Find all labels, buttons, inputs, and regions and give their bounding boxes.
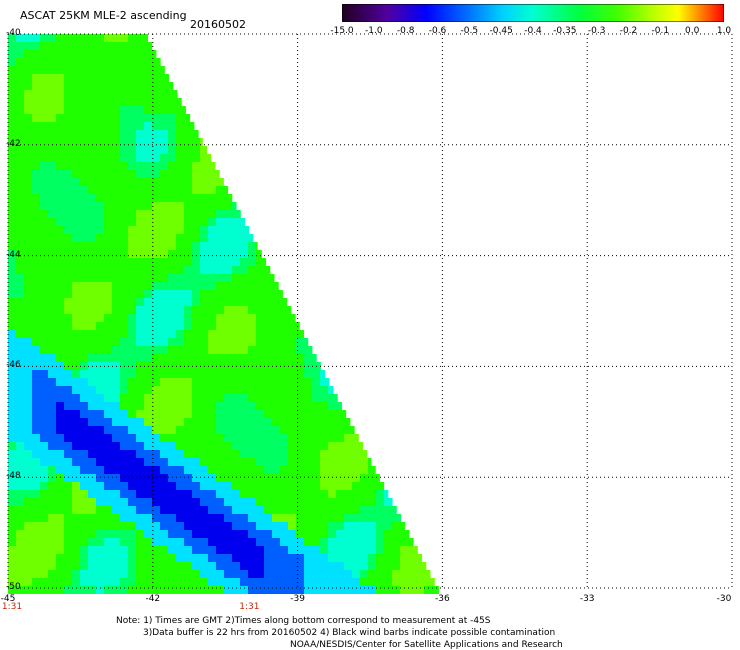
colorbar-tick-label: -0.1: [651, 26, 670, 36]
colorbar-tick-label: -0.8: [396, 26, 415, 36]
latitude-label: -46: [6, 360, 21, 371]
colorbar-tick-label: -0.2: [619, 26, 638, 36]
colorbar-tick-label: -0.35: [553, 26, 577, 36]
colorbar-tick-label: 1.0: [716, 26, 732, 36]
latitude-label: -50: [6, 582, 21, 592]
colorbar-tick-label: -1.0: [365, 26, 383, 36]
colorbar-tick-label: -0.3: [587, 26, 606, 36]
longitude-label: -30: [716, 594, 732, 604]
note-line-2: 3)Data buffer is 22 hrs from 20160502 4)…: [143, 628, 556, 638]
colorbar-tick-label: -0.6: [428, 26, 447, 36]
longitude-label: -36: [435, 594, 450, 604]
colorbar-tick-label: -0.5: [460, 26, 479, 36]
latitude-label: -44: [6, 249, 21, 260]
note-line-3: NOAA/NESDIS/Center for Satellite Applica…: [290, 640, 563, 650]
time-label: 1:31: [1, 602, 23, 612]
time-label: 1:31: [239, 602, 260, 612]
longitude-label: -39: [290, 594, 305, 604]
longitude-label: -45: [0, 594, 16, 604]
colorbar-tick-label: -0.4: [524, 26, 542, 36]
longitude-label: -33: [579, 594, 595, 604]
note-line-1: Note: 1) Times are GMT 2)Times along bot…: [116, 616, 491, 626]
colorbar-gradient: [342, 4, 724, 22]
wind-swath: [8, 34, 439, 594]
lat-lon-grid: [7, 33, 733, 589]
latitude-label: -40: [6, 28, 21, 38]
map-title: ASCAT 25KM MLE-2 ascending: [20, 9, 187, 22]
map-date: 20160502: [190, 18, 246, 31]
latitude-label: -42: [6, 138, 21, 149]
longitude-label: -42: [145, 594, 161, 604]
colorbar-tick-label: -15.0: [330, 26, 354, 36]
colorbar-tick-label: 0.0: [684, 26, 700, 36]
latitude-label: -48: [6, 471, 21, 482]
colorbar-tick-label: -0.45: [489, 26, 513, 36]
